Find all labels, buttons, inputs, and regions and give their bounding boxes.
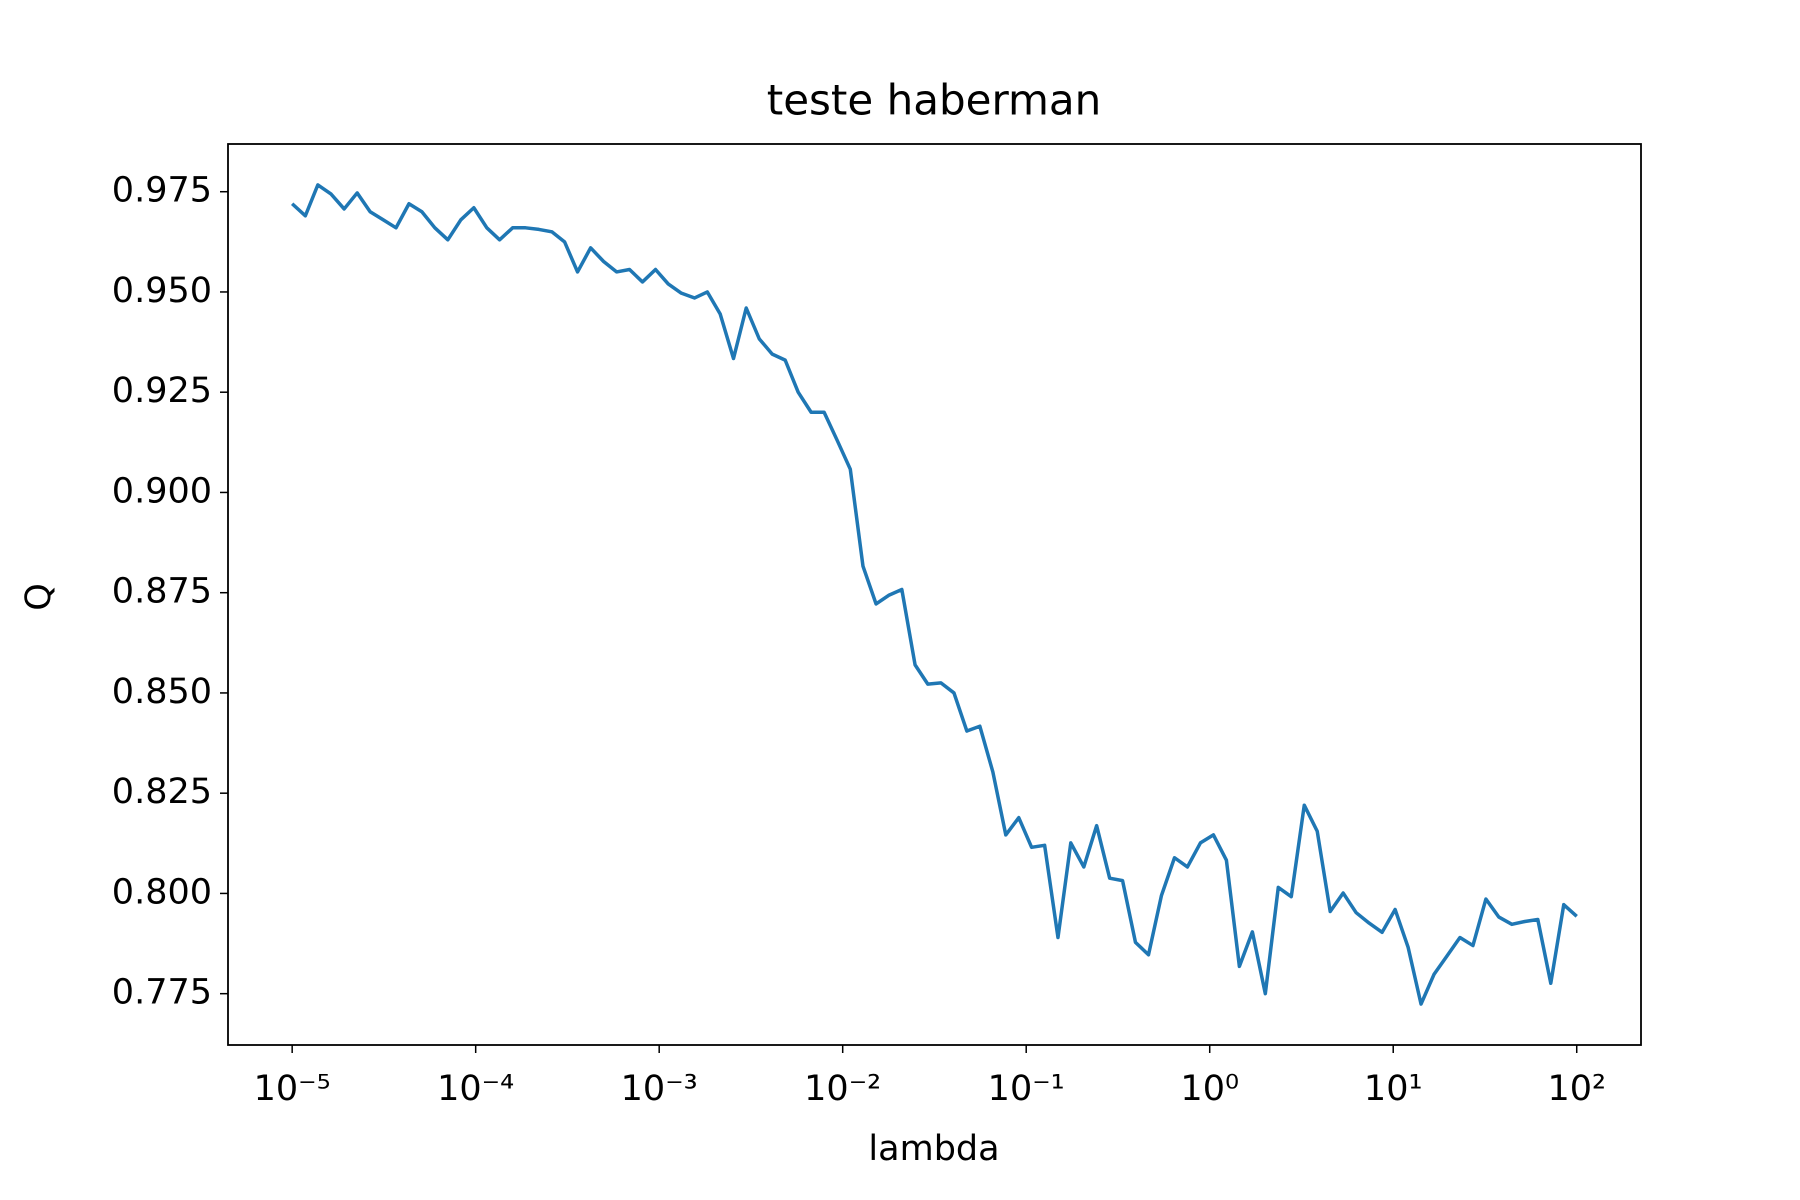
y-tick-label: 0.800: [112, 872, 212, 912]
x-tick-label: 10⁻³: [621, 1069, 698, 1109]
y-tick-label: 0.900: [112, 471, 212, 511]
x-tick-label: 10⁻⁵: [254, 1069, 331, 1109]
y-tick-label: 0.825: [112, 772, 212, 812]
y-tick-label: 0.850: [112, 672, 212, 712]
y-tick-label: 0.875: [112, 572, 212, 612]
y-axis-label: Q: [19, 583, 59, 611]
x-tick-label: 10⁻¹: [988, 1069, 1065, 1109]
data-line: [290, 183, 1578, 1006]
x-tick-label: 10²: [1547, 1069, 1606, 1109]
chart-title: teste haberman: [767, 76, 1102, 125]
y-tick-label: 0.950: [112, 271, 212, 311]
plot-frame: [227, 143, 1642, 1046]
x-tick-label: 10⁻²: [804, 1069, 881, 1109]
y-tick-label: 0.975: [112, 171, 212, 211]
x-axis-label: lambda: [868, 1129, 999, 1169]
y-tick-label: 0.925: [112, 371, 212, 411]
x-tick-label: 10¹: [1364, 1069, 1423, 1109]
x-tick-label: 10⁰: [1180, 1069, 1239, 1109]
x-tick-label: 10⁻⁴: [437, 1069, 514, 1109]
y-tick-label: 0.775: [112, 973, 212, 1013]
